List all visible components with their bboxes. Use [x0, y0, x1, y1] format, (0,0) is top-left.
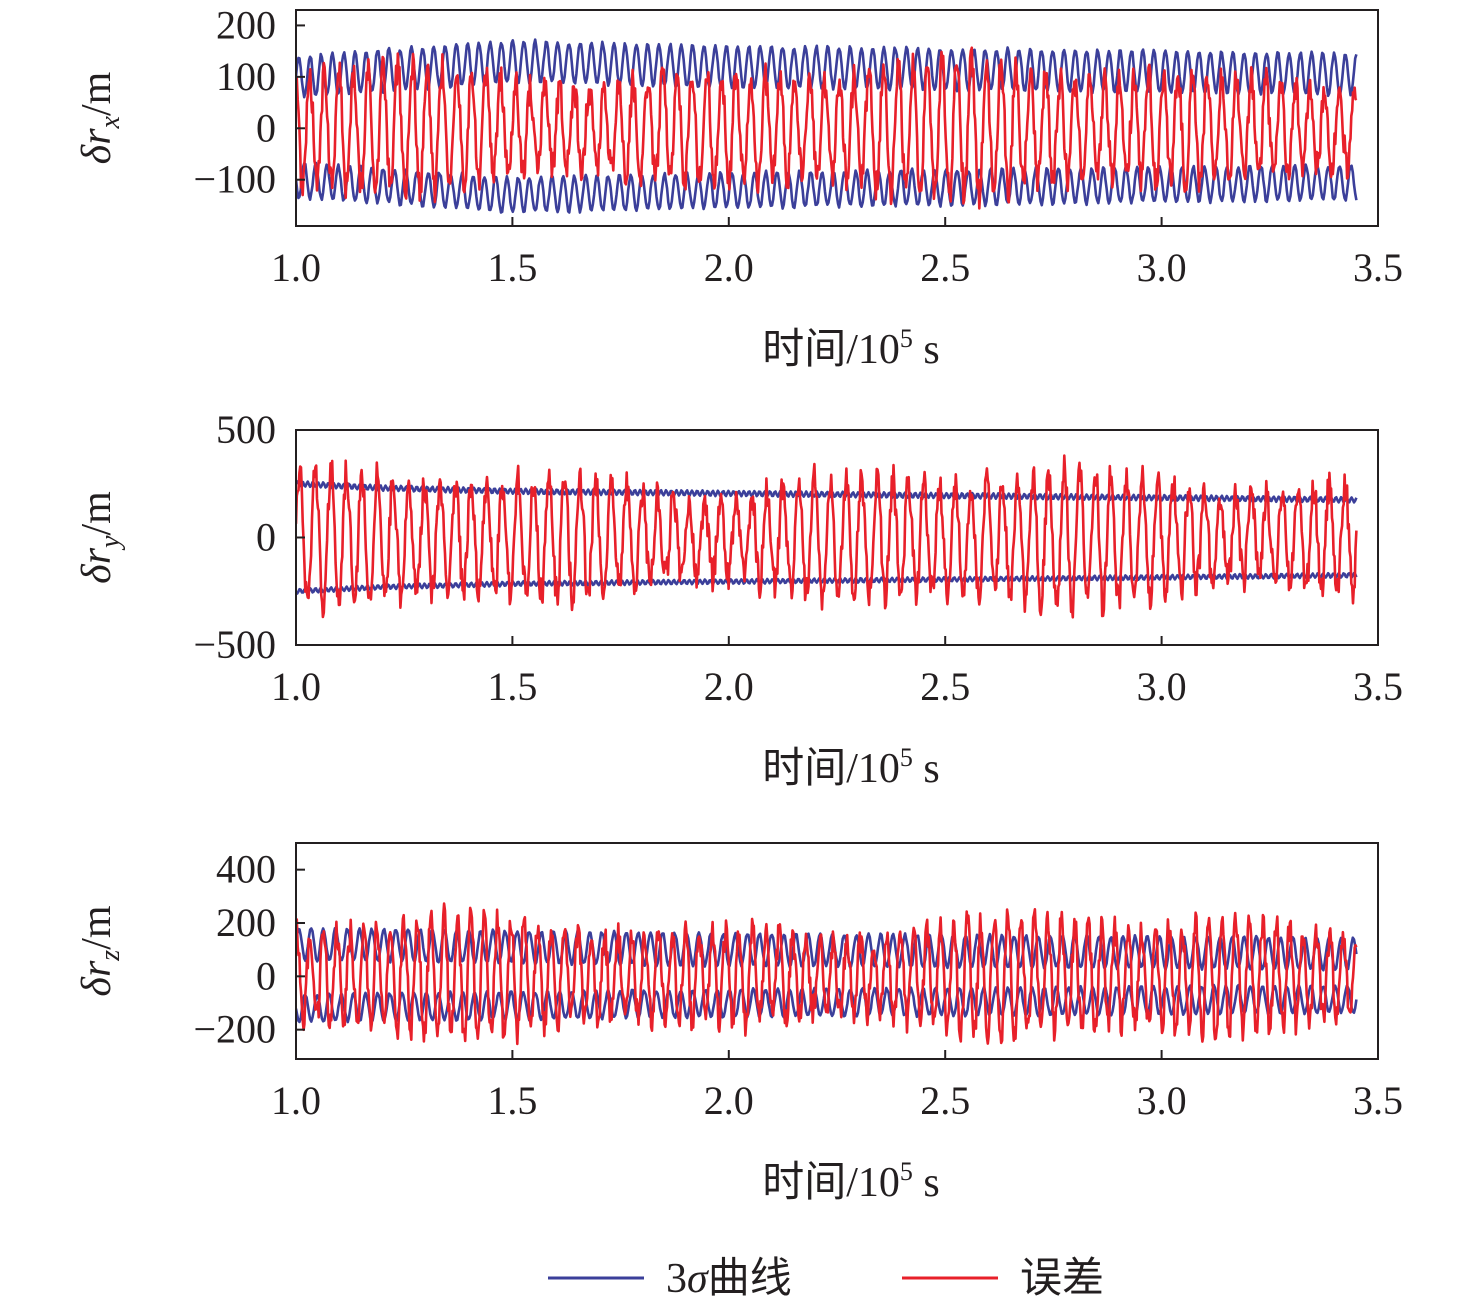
x-tick-label: 2.0 [704, 664, 754, 709]
x-tick-label: 3.0 [1137, 1078, 1187, 1123]
legend-label-error: 误差 [1020, 1256, 1104, 1302]
y-tick-label: 0 [256, 515, 276, 560]
x-axis-title: 时间/105 s [762, 1157, 940, 1206]
x-tick-label: 3.5 [1353, 245, 1403, 290]
x-tick-label: 1.0 [271, 245, 321, 290]
y-tick-label: 100 [216, 54, 276, 99]
y-tick-label: 200 [216, 2, 276, 47]
y-axis-title: δrx/m [74, 71, 126, 164]
series-error [296, 454, 1358, 619]
y-tick-label: 500 [216, 407, 276, 452]
x-tick-label: 3.5 [1353, 1078, 1403, 1123]
x-axis-title: 时间/105 s [762, 743, 940, 792]
x-tick-label: 2.5 [920, 1078, 970, 1123]
x-tick-label: 2.5 [920, 664, 970, 709]
y-tick-label: 400 [216, 847, 276, 892]
x-tick-label: 2.0 [704, 245, 754, 290]
chart-panel-3: 1.0 1.5 2.0 2.5 3.0 3.5 400 200 0 −200 时间/105 s δrz… [74, 842, 1403, 1206]
legend-label-sigma: 3σ曲线 [666, 1256, 792, 1302]
y-tick-label: 0 [256, 953, 276, 998]
series-error [296, 902, 1358, 1046]
x-axis-title: 时间/105 s [762, 324, 940, 373]
plot-frame [295, 842, 1379, 1060]
chart-panels: 1.0 1.5 2.0 2.5 3.0 3.5 200 100 0 −100 时间/105 s δrx… [74, 2, 1403, 1206]
x-tick-label: 1.5 [487, 664, 537, 709]
series-error [296, 46, 1358, 210]
plot-frame [295, 9, 1379, 227]
y-axis-title: δrz/m [74, 905, 126, 996]
plot-area [296, 38, 1358, 214]
plot-area [296, 902, 1358, 1046]
series-sigma-lower [296, 161, 1358, 214]
y-axis-title: δry/m [74, 491, 126, 584]
x-tick-label: 1.0 [271, 664, 321, 709]
y-tick-label: −200 [193, 1007, 276, 1052]
x-tick-label: 2.5 [920, 245, 970, 290]
plot-area [296, 454, 1358, 619]
x-tick-label: 2.0 [704, 1078, 754, 1123]
y-tick-label: −500 [193, 622, 276, 667]
x-tick-label: 3.0 [1137, 664, 1187, 709]
y-tick-label: −100 [193, 157, 276, 202]
chart-legend: 3σ曲线 误差 [548, 1256, 1104, 1302]
y-tick-label: 0 [256, 105, 276, 150]
x-tick-label: 1.5 [487, 1078, 537, 1123]
x-tick-label: 3.0 [1137, 245, 1187, 290]
x-tick-label: 1.5 [487, 245, 537, 290]
chart-panel-1: 1.0 1.5 2.0 2.5 3.0 3.5 200 100 0 −100 时间/105 s δrx… [74, 2, 1403, 373]
x-tick-label: 3.5 [1353, 664, 1403, 709]
y-tick-label: 200 [216, 900, 276, 945]
chart-panel-2: 1.0 1.5 2.0 2.5 3.0 3.5 500 0 −500 时间/105 s δry/m [74, 407, 1403, 792]
x-tick-label: 1.0 [271, 1078, 321, 1123]
